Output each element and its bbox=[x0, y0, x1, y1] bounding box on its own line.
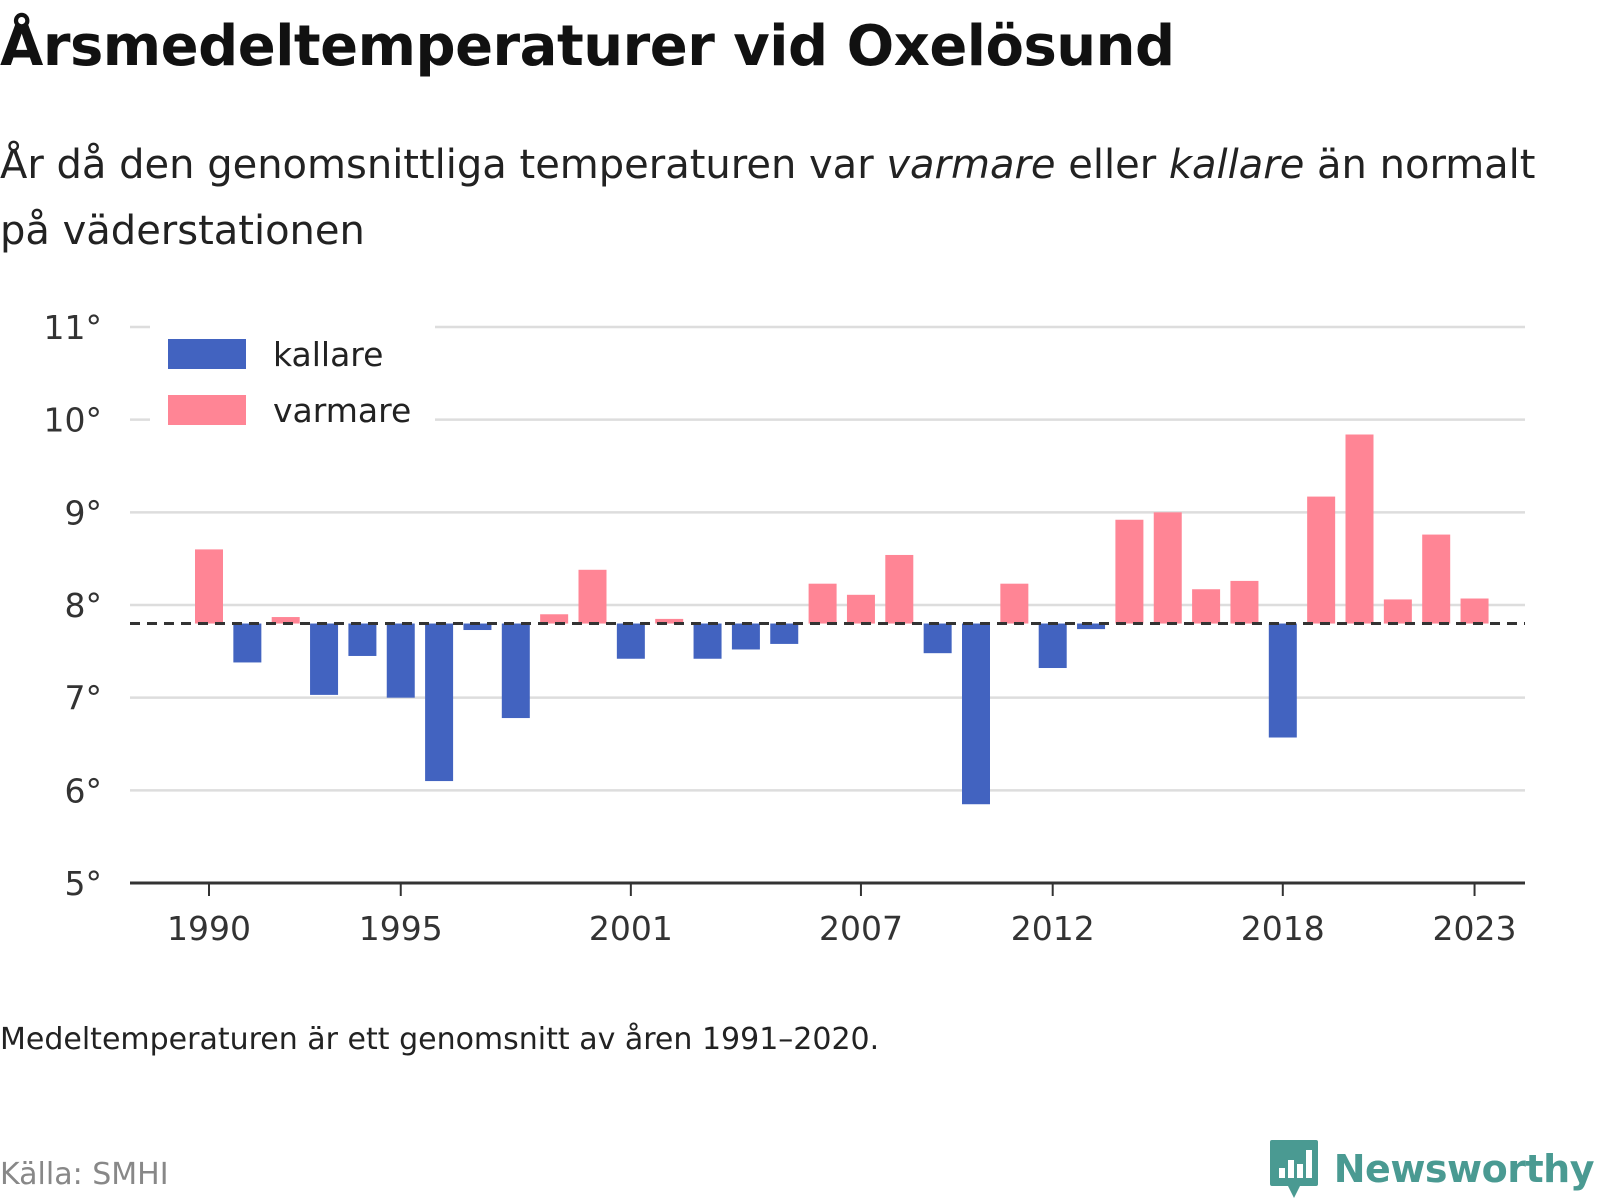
bar-kallare-2013 bbox=[1077, 623, 1106, 630]
bar-kallare-1994 bbox=[348, 623, 377, 656]
bar-kallare-2003 bbox=[693, 623, 722, 659]
bar-kallare-2001 bbox=[616, 623, 645, 659]
bar-varmare-2002 bbox=[655, 618, 684, 624]
bars bbox=[195, 434, 1489, 805]
subtitle-suffix: än normalt på väderstationen bbox=[0, 142, 1536, 254]
x-tick-label-2023: 2023 bbox=[1433, 909, 1517, 948]
bar-kallare-2004 bbox=[731, 623, 760, 650]
chart-subtitle: År då den genomsnittliga temperaturen va… bbox=[0, 132, 1560, 264]
legend-label-varmare: varmare bbox=[273, 391, 411, 430]
bar-varmare-2008 bbox=[885, 554, 914, 624]
subtitle-middle: eller bbox=[1055, 142, 1169, 188]
x-tick-label-2007: 2007 bbox=[819, 909, 903, 948]
bar-kallare-1991 bbox=[233, 623, 262, 663]
subtitle-prefix: År då den genomsnittliga temperaturen va… bbox=[0, 142, 887, 188]
bar-varmare-1992 bbox=[271, 617, 300, 624]
bar-varmare-1999 bbox=[540, 614, 569, 624]
footnote: Medeltemperaturen är ett genomsnitt av å… bbox=[0, 1022, 880, 1057]
chart-title: Årsmedeltemperaturer vid Oxelösund bbox=[0, 14, 1175, 79]
bar-varmare-2015 bbox=[1153, 512, 1182, 624]
bar-varmare-2022 bbox=[1422, 534, 1451, 624]
bar-varmare-2016 bbox=[1192, 589, 1221, 624]
y-tick-label-7: 7° bbox=[65, 679, 103, 718]
bar-varmare-2019 bbox=[1307, 496, 1336, 624]
y-tick-label-8: 8° bbox=[65, 586, 103, 625]
legend-swatch-varmare bbox=[168, 395, 246, 425]
bar-varmare-2007 bbox=[846, 594, 875, 624]
subtitle-cold-word: kallare bbox=[1168, 142, 1305, 188]
bar-kallare-2018 bbox=[1268, 623, 1297, 738]
bar-varmare-2000 bbox=[578, 569, 607, 624]
y-tick-label-10: 10° bbox=[44, 401, 103, 440]
bar-kallare-1995 bbox=[386, 623, 415, 698]
bar-varmare-2006 bbox=[808, 583, 837, 624]
bar-varmare-1990 bbox=[195, 549, 223, 624]
bar-kallare-2009 bbox=[923, 623, 952, 654]
bar-kallare-1996 bbox=[425, 623, 454, 782]
bar-kallare-2012 bbox=[1038, 623, 1067, 669]
bar-chart-chat-icon bbox=[1269, 1140, 1318, 1198]
x-tick-label-1995: 1995 bbox=[359, 909, 443, 948]
x-tick-label-1990: 1990 bbox=[167, 909, 251, 948]
bar-kallare-2005 bbox=[770, 623, 799, 644]
bar-varmare-2020 bbox=[1345, 434, 1374, 624]
x-tick-label-2001: 2001 bbox=[589, 909, 673, 948]
legend-label-kallare: kallare bbox=[273, 335, 383, 374]
subtitle-warm-word: varmare bbox=[886, 142, 1056, 188]
x-tick-label-2012: 2012 bbox=[1011, 909, 1095, 948]
y-tick-label-5: 5° bbox=[65, 864, 103, 903]
y-tick-label-9: 9° bbox=[65, 493, 103, 532]
bar-varmare-2011 bbox=[1000, 583, 1029, 624]
bar-kallare-1993 bbox=[310, 623, 339, 695]
bar-kallare-1998 bbox=[501, 623, 530, 719]
x-tick-label-2018: 2018 bbox=[1241, 909, 1325, 948]
source-credit: Källa: SMHI bbox=[0, 1157, 169, 1192]
bar-kallare-1997 bbox=[463, 623, 492, 631]
legend: kallare varmare bbox=[150, 318, 435, 443]
y-tick-label-11: 11° bbox=[44, 308, 103, 347]
brand-name: Newsworthy bbox=[1333, 1147, 1595, 1191]
bar-varmare-2021 bbox=[1383, 599, 1412, 624]
axes: 5° 6° 7° 8° 9° 10° 11° 1990 1995 2001 2007 2012 2018… bbox=[44, 308, 1525, 948]
legend-swatch-kallare bbox=[168, 339, 246, 369]
bar-varmare-2014 bbox=[1115, 519, 1144, 624]
temperature-bar-chart: 5° 6° 7° 8° 9° 10° 11° 1990 1995 2001 2007 2012 2018… bbox=[44, 308, 1525, 948]
y-tick-label-6: 6° bbox=[65, 771, 103, 810]
bar-kallare-2010 bbox=[962, 623, 990, 805]
newsworthy-logo[interactable]: Newsworthy bbox=[1268, 1138, 1595, 1200]
bar-varmare-2017 bbox=[1230, 580, 1259, 624]
bar-varmare-2023 bbox=[1460, 598, 1489, 624]
